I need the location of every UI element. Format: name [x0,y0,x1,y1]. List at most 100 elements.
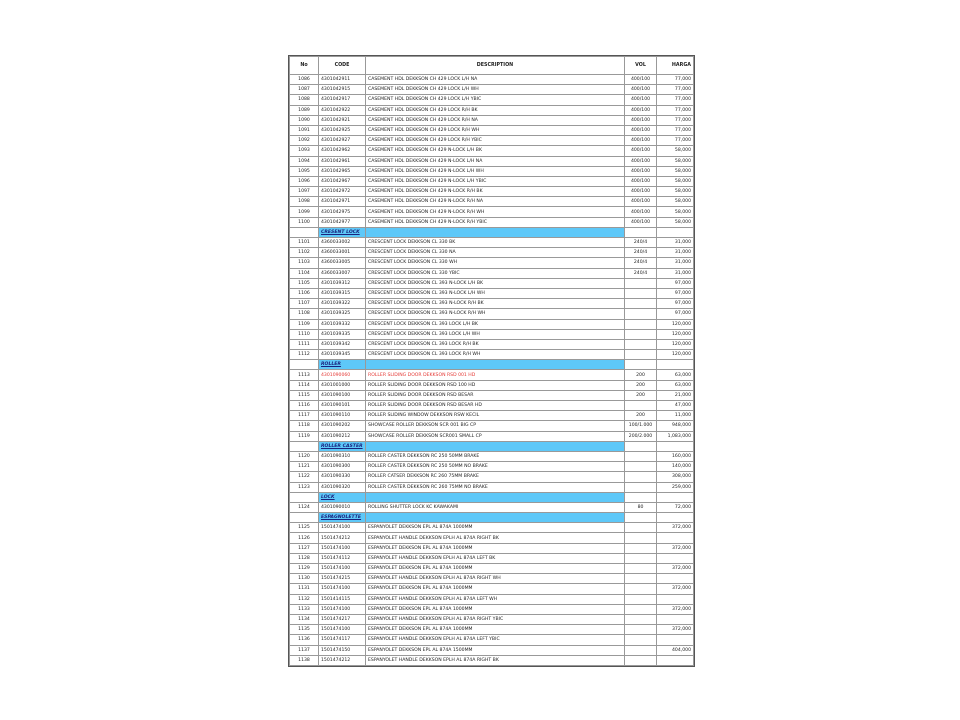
cell-description: SHOWCASE ROLLER DEKKSON SCR 001 BIG CP [365,420,625,432]
cell-no: 1116 [289,399,319,412]
cell-code: 4301039325 [318,308,366,320]
cell-code: 1501474100 [318,624,366,636]
cell-description: ROLLER CATSER DEKKSON RC 260 75MM BRAKE [365,471,625,483]
section-row: CRESENT LOCK [289,226,694,239]
cell-vol: 100/1.000 [624,420,657,432]
cell-harga: 63,000 [656,379,694,391]
cell-no: 1086 [289,73,319,86]
cell-code: 4301001000 [318,379,366,391]
cell-code: 4301042911 [318,73,366,86]
cell-vol: 400/100 [624,114,657,126]
cell-no: 1096 [289,175,319,188]
cell-vol: 400/100 [624,84,657,96]
cell-vol [624,573,657,585]
cell-description: CRESCENT LOCK DEKKSON CL 330 YBIC [365,267,625,279]
section-fill [365,512,625,524]
cell-no: 1089 [289,104,319,116]
section-title: ROLLER [318,359,366,371]
cell-harga: 63,000 [656,369,694,381]
cell-vol: 400/100 [624,155,657,167]
cell-code: 4301042917 [318,94,366,106]
cell-no: 1138 [289,654,319,666]
section-title: ESPAGNOLETTE [318,512,366,524]
cell-vol [624,644,657,656]
cell-vol [624,461,657,473]
section-title: LOCK [318,491,366,503]
cell-code: 1501474217 [318,613,366,626]
cell-harga: 160,000 [656,450,694,463]
table-row: 1119 4301090212 SHOWCASE ROLLER DEKKSON SC… [289,430,694,442]
table-row: 1122 4301090330 ROLLER CATSER DEKKSON RC 2… [289,471,694,483]
cell-no: 1103 [289,257,319,269]
cell-no: 1099 [289,206,319,218]
table-row: 1135 1501474100 ESPANYOLET DEKKSON EPL AL … [289,624,694,636]
table-row: 1106 4301039315 CRESCENT LOCK DEKKSON CL 3… [289,287,694,300]
table-row: 1102 4360033001 CRESCENT LOCK DEKKSON CL 3… [289,247,694,259]
cell-description: ESPANYOLET DEKKSON EPL AL 874A 1000MM [365,522,625,534]
cell-code: 4301042925 [318,124,366,137]
cell-description: CRESCENT LOCK DEKKSON CL 330 WH [365,257,625,269]
table-row: 1124 4301090010 ROLLING SHUTTER LOCK KC KA… [289,501,694,514]
section-title: ROLLER CASTER [318,440,366,452]
table-row: 1112 4301039345 CRESCENT LOCK DEKKSON CL 3… [289,349,694,361]
cell-code: 4301042977 [318,216,366,228]
cell-no: 1135 [289,624,319,636]
cell-vol [624,471,657,483]
cell-harga: 120,000 [656,318,694,330]
table-row: 1108 4301039325 CRESCENT LOCK DEKKSON CL 3… [289,308,694,320]
cell-vol: 400/100 [624,124,657,137]
cell-vol [624,532,657,544]
cell-harga: 47,000 [656,399,694,412]
cell-vol [624,634,657,646]
cell-description: CASEMENT HDL DEKKSON CH 429 N-LOCK L/H N… [365,155,625,167]
cell-code: 4301039342 [318,338,366,351]
cell-description: CRESCENT LOCK DEKKSON CL 393 LOCK L/H BK [365,318,625,330]
cell-vol [624,593,657,605]
section-vol-cell [624,440,657,452]
cell-harga: 97,000 [656,298,694,310]
cell-no: 1132 [289,593,319,605]
cell-code: 1501474212 [318,532,366,544]
cell-description: ROLLER CASTER DEKKSON RC 250 50MM NO BRA… [365,461,625,473]
cell-description: CASEMENT HDL DEKKSON CH 429 LOCK R/H YBI… [365,135,625,147]
section-fill [365,359,625,371]
cell-no: 1101 [289,236,319,249]
cell-no: 1126 [289,532,319,544]
cell-vol [624,328,657,340]
cell-no: 1092 [289,135,319,147]
cell-no: 1128 [289,552,319,565]
cell-harga: 120,000 [656,338,694,351]
cell-harga: 372,000 [656,603,694,615]
table-row: 1101 4360033002 CRESCENT LOCK DEKKSON CL 3… [289,236,694,249]
cell-no: 1123 [289,481,319,493]
section-row: ESPAGNOLETTE [289,512,694,524]
cell-vol: 400/100 [624,104,657,116]
cell-vol [624,338,657,351]
cell-vol: 400/100 [624,73,657,86]
table-row: 1096 4301042967 CASEMENT HDL DEKKSON CH 42… [289,175,694,188]
header-vol: VOL [624,56,657,75]
cell-no: 1098 [289,196,319,208]
cell-harga: 58,000 [656,175,694,188]
cell-code: 4301039335 [318,328,366,340]
cell-vol: 240/4 [624,257,657,269]
cell-code: 4301090110 [318,410,366,422]
table-row: 1090 4301042921 CASEMENT HDL DEKKSON CH 42… [289,114,694,126]
cell-harga: 77,000 [656,124,694,137]
table-row: 1114 4301001000 ROLLER SLIDING DOOR DEKKSO… [289,379,694,391]
table-row: 1094 4301042961 CASEMENT HDL DEKKSON CH 42… [289,155,694,167]
cell-vol [624,583,657,595]
cell-code: 4301039332 [318,318,366,330]
cell-vol [624,624,657,636]
header-row: No CODE DESCRIPTION VOL HARGA [289,56,694,75]
cell-harga: 140,000 [656,461,694,473]
cell-harga: 372,000 [656,583,694,595]
cell-code: 4301090310 [318,450,366,463]
cell-description: ESPANYOLET HANDLE DEKKSON EPLH AL 874A L… [365,593,625,605]
cell-harga: 97,000 [656,287,694,300]
cell-harga: 1,083,000 [656,430,694,442]
table-body: 1086 4301042911 CASEMENT HDL DEKKSON CH 42… [289,73,694,666]
cell-no: 1127 [289,542,319,554]
cell-code: 1501474212 [318,654,366,666]
table-row: 1088 4301042917 CASEMENT HDL DEKKSON CH 42… [289,94,694,106]
